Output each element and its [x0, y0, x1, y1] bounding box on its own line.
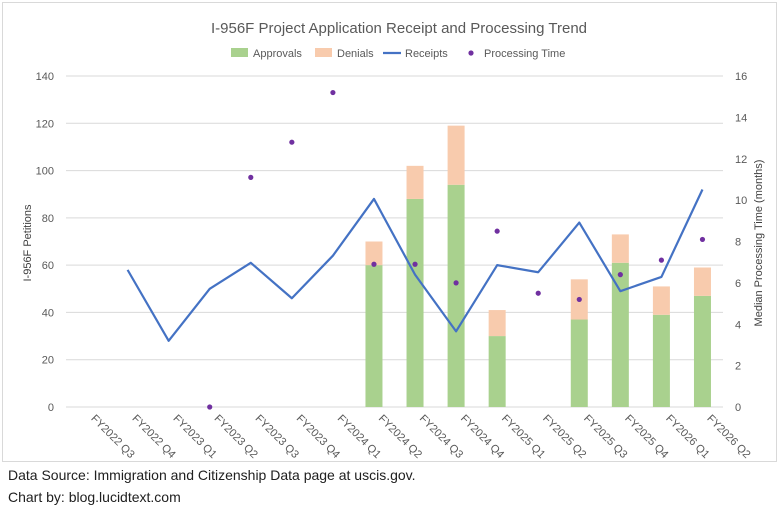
receipts-line	[126, 189, 704, 342]
legend-swatch	[315, 48, 332, 57]
chart-credit-note: Chart by: blog.lucidtext.com	[8, 489, 181, 505]
processing-time-point	[289, 139, 295, 145]
approvals-bar	[570, 319, 588, 407]
denials-bar	[365, 241, 383, 266]
right-tick-label: 10	[735, 195, 747, 207]
right-tick-label: 12	[735, 154, 747, 166]
left-tick-label: 120	[36, 118, 54, 130]
approvals-bar	[365, 265, 383, 407]
approvals-bar	[611, 262, 629, 407]
left-tick-label: 40	[42, 307, 54, 319]
processing-time-points	[207, 89, 706, 410]
left-tick-label: 60	[42, 260, 54, 272]
denials-bar	[447, 125, 465, 185]
right-tick-label: 0	[735, 402, 741, 414]
processing-time-point	[535, 290, 541, 296]
left-axis-ticks: 0 20 40 60 80 100 120 140	[36, 71, 54, 414]
right-tick-label: 4	[735, 319, 741, 331]
legend-label: Processing Time	[484, 48, 565, 60]
chart: I-956F Project Application Receipt and P…	[22, 20, 765, 461]
receipts-series-line	[126, 189, 704, 342]
denials-bar	[693, 267, 711, 296]
legend-swatch	[231, 48, 248, 57]
right-tick-label: 14	[735, 112, 747, 124]
processing-time-point	[699, 236, 706, 243]
gridlines	[66, 75, 723, 408]
data-source-note: Data Source: Immigration and Citizenship…	[8, 467, 416, 483]
y-axis-title: I-956F Petitions	[22, 204, 34, 282]
legend: Approvals Denials Receipts Processing Time	[231, 48, 565, 60]
approvals-bar	[652, 314, 670, 407]
right-tick-label: 16	[735, 71, 747, 83]
right-tick-label: 6	[735, 278, 741, 290]
y2-axis-title: Median Processing Time (months)	[753, 160, 765, 327]
chart-title: I-956F Project Application Receipt and P…	[211, 20, 587, 37]
processing-time-point	[248, 174, 254, 180]
denials-bar	[611, 234, 629, 263]
processing-time-point	[371, 261, 377, 267]
legend-label: Approvals	[253, 48, 302, 60]
right-tick-label: 2	[735, 361, 741, 373]
left-tick-label: 80	[42, 213, 54, 225]
left-tick-label: 20	[42, 355, 54, 367]
legend-label: Denials	[337, 48, 374, 60]
processing-time-point	[617, 272, 623, 278]
processing-time-point	[576, 296, 582, 303]
x-tick-label: FY2026 Q2	[704, 413, 752, 461]
right-tick-label: 8	[735, 237, 741, 249]
legend-swatch	[468, 50, 474, 56]
processing-time-point	[412, 261, 418, 267]
approvals-bar	[488, 336, 506, 407]
left-tick-label: 100	[36, 166, 54, 178]
approvals-bar	[447, 184, 465, 407]
right-axis-ticks: 0 2 4 6 8 10 12 14 16	[735, 71, 747, 414]
left-tick-label: 0	[48, 402, 54, 414]
left-tick-label: 140	[36, 71, 54, 83]
processing-time-point	[658, 257, 665, 263]
bars	[365, 125, 711, 407]
denials-bar	[652, 286, 670, 315]
approvals-bar	[406, 198, 424, 407]
denials-bar	[406, 165, 424, 199]
denials-bar	[488, 310, 506, 337]
processing-time-point	[494, 228, 500, 234]
processing-time-point	[330, 89, 336, 96]
approvals-bar	[693, 295, 711, 407]
processing-time-point	[207, 404, 213, 410]
processing-time-point	[453, 280, 459, 286]
legend-label: Receipts	[405, 48, 448, 60]
chart-frame: I-956F Project Application Receipt and P…	[2, 2, 777, 462]
